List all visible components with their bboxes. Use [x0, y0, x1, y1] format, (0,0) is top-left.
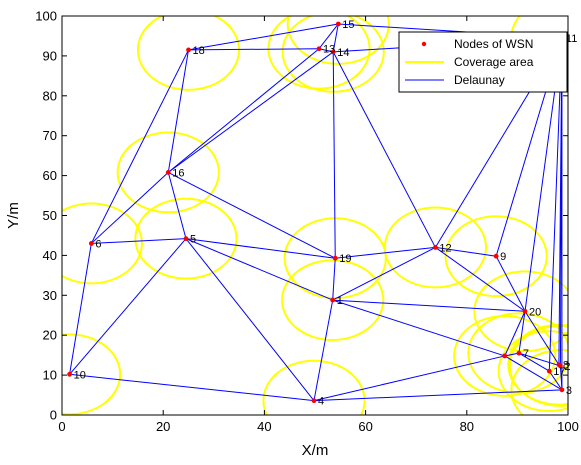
y-axis-label: Y/m: [5, 202, 22, 229]
node-label: 4: [318, 396, 324, 408]
delaunay-edge: [435, 247, 525, 311]
legend-label-nodes: Nodes of WSN: [454, 37, 533, 51]
node-marker-6: [89, 241, 94, 246]
delaunay-edge: [91, 50, 188, 244]
delaunay-edge: [314, 300, 333, 401]
node-label: 10: [74, 369, 86, 381]
node-label: 18: [193, 45, 205, 57]
x-tick-label: 40: [257, 419, 271, 434]
node-marker-7: [517, 351, 522, 356]
node-label: 5: [190, 234, 196, 246]
y-tick-label: 50: [43, 208, 57, 223]
node-marker-17: [547, 369, 552, 374]
node-label: 1: [337, 295, 343, 307]
node-marker-18: [186, 48, 191, 53]
delaunay-edge: [333, 52, 335, 258]
delaunay-edge: [168, 172, 186, 238]
node-marker-13: [317, 46, 322, 51]
y-tick-label: 90: [43, 48, 57, 63]
node-marker-1: [330, 298, 335, 303]
x-tick-label: 60: [358, 419, 372, 434]
node-marker-19: [333, 256, 338, 261]
node-label: 17: [553, 366, 565, 378]
delaunay-edge: [189, 24, 339, 50]
node-label: 13: [323, 44, 335, 56]
node-label: 9: [500, 251, 506, 263]
delaunay-edge: [186, 239, 314, 401]
x-tick-label: 0: [58, 419, 65, 434]
node-marker-9: [494, 254, 499, 259]
delaunay-edge: [91, 172, 168, 243]
node-marker-16: [166, 170, 171, 175]
y-tick-label: 80: [43, 88, 57, 103]
node-marker-extra: [502, 354, 507, 359]
delaunay-edge: [70, 243, 92, 374]
delaunay-edge: [168, 52, 333, 172]
node-label: 15: [342, 19, 354, 31]
y-tick-label: 0: [50, 408, 57, 423]
y-tick-label: 20: [43, 328, 57, 343]
node-marker-12: [433, 245, 438, 250]
x-tick-label: 100: [557, 419, 579, 434]
node-label: 6: [95, 238, 101, 250]
node-label: 12: [439, 242, 451, 254]
legend-marker-nodes: [422, 42, 426, 46]
x-axis-label: X/m: [302, 442, 329, 459]
node-label: 19: [339, 253, 351, 265]
node-marker-15: [336, 22, 341, 27]
legend-label-delaunay: Delaunay: [454, 73, 505, 87]
node-label: 3: [566, 385, 572, 397]
node-label: 14: [337, 47, 349, 59]
y-tick-label: 40: [43, 248, 57, 263]
node-marker-3: [560, 387, 565, 392]
y-tick-label: 70: [43, 128, 57, 143]
node-label: 20: [529, 306, 541, 318]
node-label: 16: [172, 167, 184, 179]
x-tick-label: 80: [460, 419, 474, 434]
delaunay-edge: [496, 256, 525, 311]
y-tick-label: 100: [35, 9, 57, 24]
x-tick-label: 20: [156, 419, 170, 434]
node-marker-10: [67, 372, 72, 377]
delaunay-edge: [333, 258, 336, 300]
node-label: 7: [523, 348, 529, 360]
delaunay-edge: [70, 239, 186, 375]
legend: Nodes of WSN Coverage area Delaunay: [399, 32, 567, 92]
y-tick-label: 60: [43, 168, 57, 183]
delaunay-edge: [91, 239, 186, 244]
y-tick-label: 30: [43, 288, 57, 303]
legend-label-coverage: Coverage area: [454, 55, 534, 69]
delaunay-edge: [168, 50, 188, 172]
node-marker-5: [184, 236, 189, 241]
node-marker-4: [312, 398, 317, 403]
delaunay-edge: [70, 374, 314, 400]
delaunay-edge: [168, 49, 319, 173]
y-tick-label: 10: [43, 368, 57, 383]
node-marker-20: [523, 309, 528, 314]
